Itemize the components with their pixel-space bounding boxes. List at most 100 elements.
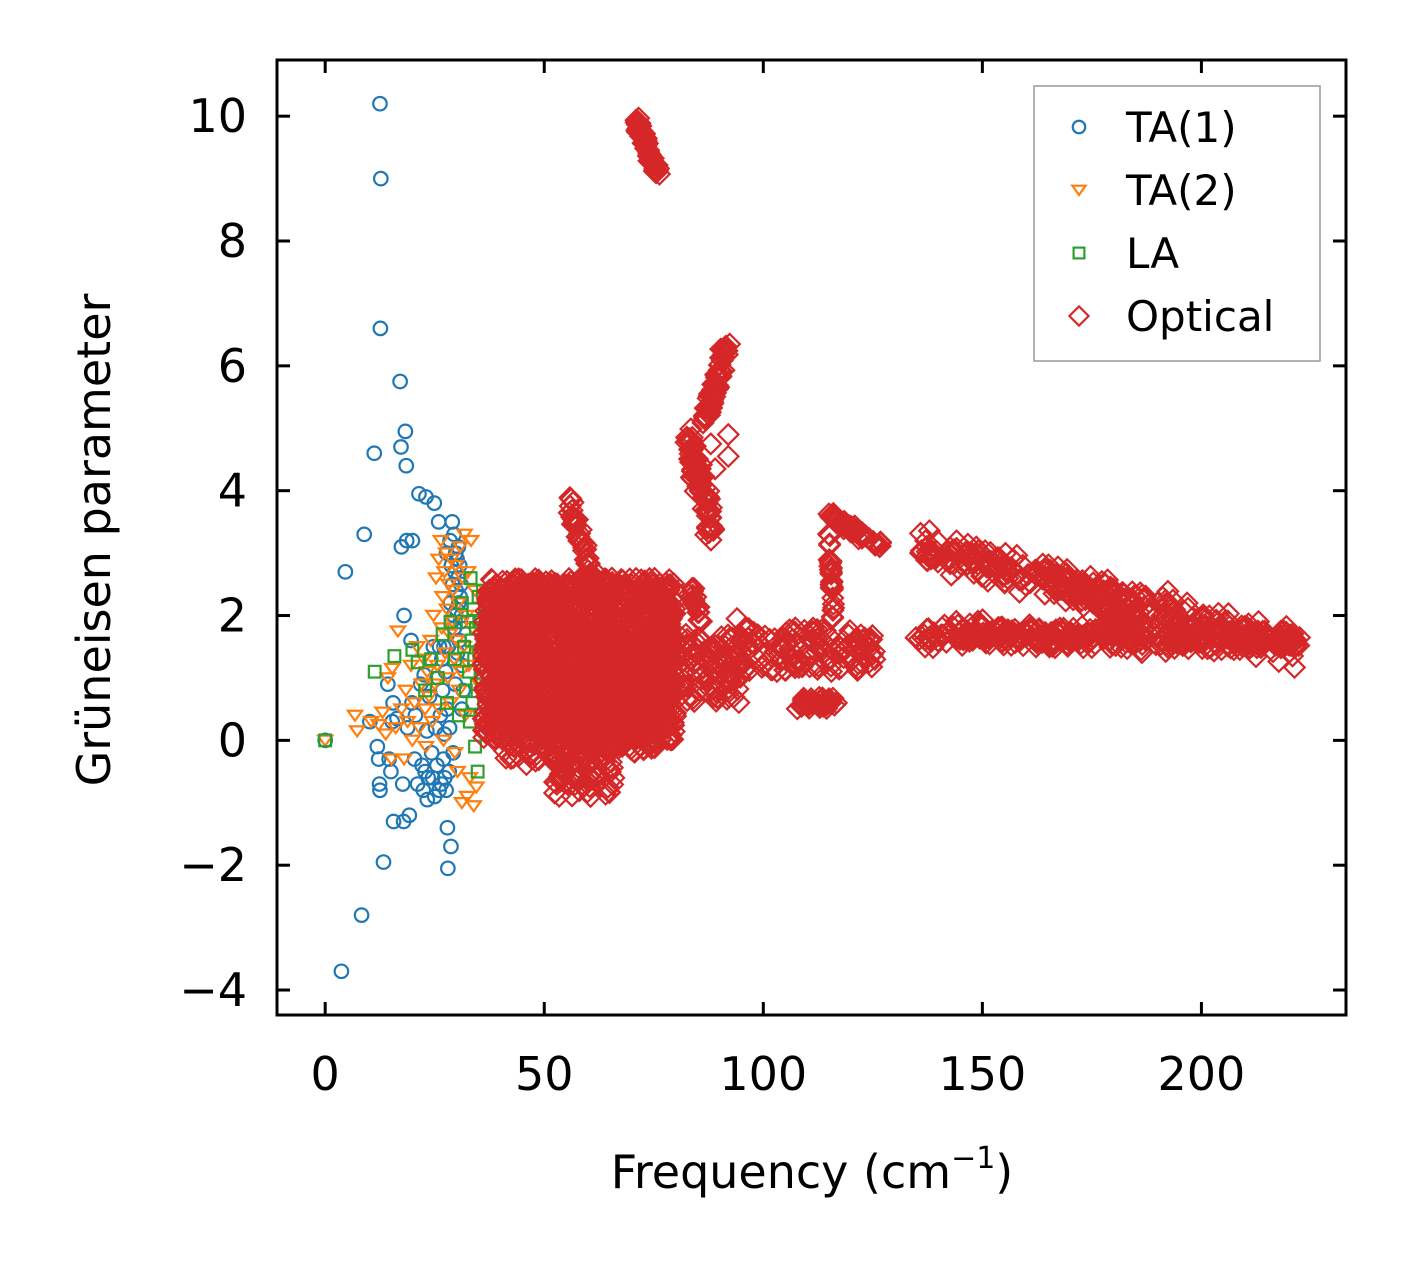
data-point [627,581,652,605]
series-optical [471,106,1312,809]
data-point [333,963,350,980]
data-point [806,691,830,716]
data-point [788,649,812,674]
data-point [553,696,578,720]
data-point [708,337,733,361]
data-point [595,707,619,732]
data-point [463,571,478,586]
legend-marker [1072,246,1086,260]
data-point [600,696,624,720]
legend-label: TA(1) [1125,103,1237,152]
data-point [439,819,456,836]
data-point [634,126,659,151]
data-point [696,386,720,410]
y-axis-label: Grüneisen parameter [67,293,121,786]
data-point [637,149,661,173]
data-point [1222,626,1246,651]
data-point [598,600,622,624]
data-point [1028,627,1052,651]
data-point [441,697,460,711]
data-point [577,551,602,576]
data-point [1068,582,1092,606]
data-point [318,733,333,748]
data-point [475,580,500,604]
data-point [369,719,388,733]
data-point [868,530,893,554]
data-point [435,566,454,580]
data-point [687,666,712,690]
data-point [585,650,609,674]
data-point [641,714,666,738]
data-point [799,629,824,653]
legend-marker [1070,184,1088,197]
data-point [451,665,471,679]
data-point [683,479,707,503]
data-point [679,637,704,661]
data-point [606,671,630,695]
data-point [372,782,388,799]
data-point [373,706,392,720]
data-point [773,658,798,682]
data-point [493,665,518,690]
data-point [630,666,655,691]
data-point [501,573,526,597]
data-point [405,697,424,711]
data-point [680,438,704,462]
data-point [662,650,686,675]
data-point [382,662,402,676]
data-point [524,612,548,636]
data-point [361,715,381,729]
data-point [808,695,832,720]
data-point [801,616,825,640]
data-point [392,373,408,390]
data-point [693,498,718,523]
data-point [557,500,581,525]
data-point [367,664,382,679]
data-point [538,607,563,632]
data-point [575,624,600,649]
data-point [541,659,566,684]
data-point [653,588,678,613]
data-point [1061,616,1086,641]
data-point [794,641,818,666]
data-point [971,628,996,653]
data-point [820,577,845,602]
legend-entry: TA(1) [1071,103,1237,152]
data-point [542,781,567,805]
data-point [455,528,474,542]
data-point [750,655,774,679]
data-point [436,547,456,561]
data-point [717,670,742,695]
data-point [996,621,1020,645]
data-point [1013,573,1038,597]
data-point [661,627,686,651]
data-point [397,423,414,440]
data-point [385,695,401,711]
data-point [504,664,528,689]
data-point [926,550,950,574]
data-point [707,362,732,387]
data-point [1252,623,1277,648]
data-point [914,548,939,572]
data-point [1273,632,1297,656]
x-tick-label: 50 [515,1047,574,1101]
data-point [631,685,656,709]
data-point [703,457,727,481]
data-point [1023,558,1048,582]
data-point [398,457,415,474]
data-point [655,690,680,715]
data-point [1282,655,1307,680]
data-point [702,384,727,409]
data-point [544,623,568,647]
data-point [396,684,416,698]
data-point [493,655,517,679]
data-point [1122,583,1147,608]
data-point [563,772,587,797]
data-point [394,753,414,767]
data-point [818,551,843,575]
data-point [699,495,724,520]
data-point [543,583,567,607]
data-point [519,633,544,657]
data-point [1161,605,1185,629]
data-point [1050,577,1075,602]
